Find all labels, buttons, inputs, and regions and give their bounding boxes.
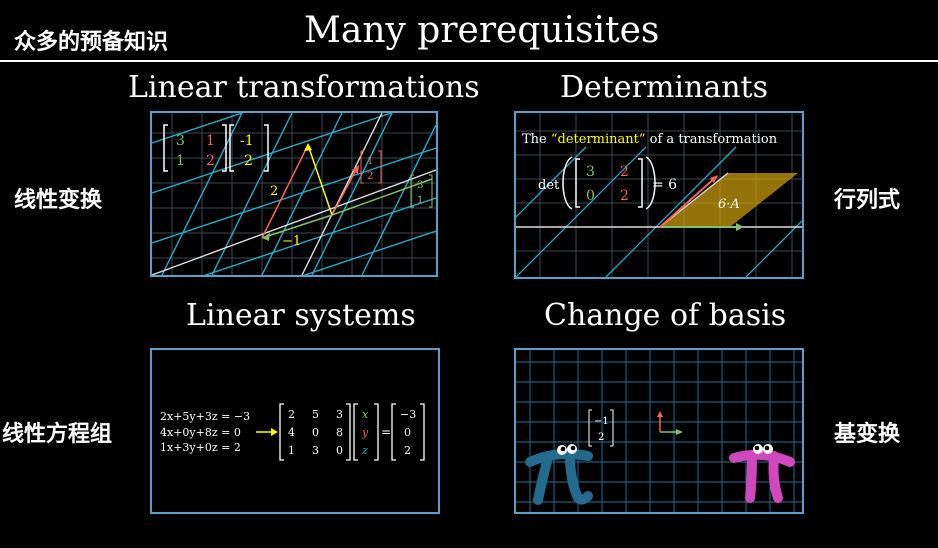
panel-label-determinants: Determinants [560, 70, 768, 105]
cn-label-linear-systems: 线性方程组 [2, 422, 113, 447]
lt-matrix-a21: 1 [176, 153, 185, 169]
panel-label-change-of-basis: Change of basis [544, 298, 787, 333]
change-of-basis-figure: −1 2 [516, 350, 802, 512]
lt-matrix-a22: 2 [206, 153, 215, 169]
panel-linear-transformations: 3 1 1 2 -1 2 1 2 3 1 2 −1 [150, 111, 438, 277]
sys-matrix-a33: 0 [336, 444, 343, 457]
linear-transformation-figure: 3 1 1 2 -1 2 1 2 3 1 2 −1 [152, 113, 436, 275]
lt-scale-label-neg1: −1 [282, 234, 301, 249]
sys-matrix-a12: 5 [312, 408, 319, 421]
det-area-label: 6·A [718, 197, 740, 212]
panel-determinants: The “determinant” of a transformation de… [514, 111, 804, 279]
det-caption: The “determinant” of a transformation [522, 132, 778, 147]
lt-red-vector-y: 2 [367, 171, 373, 182]
det-equals: = 6 [652, 177, 677, 193]
cn-label-determinants: 行列式 [834, 188, 901, 213]
equation-1: 2x+5y+3z = −3 [160, 410, 250, 423]
sys-matrix-a32: 3 [312, 444, 319, 457]
det-matrix-a12: 2 [620, 164, 629, 180]
lt-matrix-a12: 1 [206, 133, 215, 149]
pi-creature-pink [729, 444, 795, 503]
lt-matrix-a11: 3 [176, 133, 185, 149]
equation-3: 1x+3y+0z = 2 [160, 441, 241, 454]
lt-scale-label-2: 2 [270, 184, 278, 199]
sys-matrix-a21: 4 [288, 426, 295, 439]
det-caption-prefix: The [522, 132, 551, 147]
determinant-figure: The “determinant” of a transformation de… [516, 113, 802, 277]
page-title: Many prerequisites [304, 10, 660, 51]
cob-vector-y: 2 [598, 432, 604, 443]
det-matrix-a11: 3 [586, 164, 595, 180]
sys-var-z: z [361, 444, 368, 457]
cob-vector-x: −1 [594, 416, 609, 427]
sys-matrix-a31: 1 [288, 444, 295, 457]
panel-label-linear-transformations: Linear transformations [128, 70, 480, 105]
sys-matrix-a13: 3 [336, 408, 343, 421]
equation-2: 4x+0y+8z = 0 [160, 426, 241, 439]
cn-label-change-of-basis: 基变换 [834, 422, 901, 447]
cn-label-linear-transformations: 线性变换 [14, 188, 103, 213]
sys-rhs-3: 2 [404, 444, 411, 457]
panel-label-linear-systems: Linear systems [186, 298, 416, 333]
sys-matrix-a11: 2 [288, 408, 295, 421]
chinese-title: 众多的预备知识 [14, 30, 169, 55]
panel-change-of-basis: −1 2 [514, 348, 804, 514]
sys-rhs-1: −3 [400, 408, 416, 421]
sys-matrix-a23: 8 [336, 426, 343, 439]
panel-linear-systems: 2x+5y+3z = −3 4x+0y+8z = 0 1x+3y+0z = 2 … [150, 348, 440, 514]
lt-green-vector-y: 1 [417, 195, 423, 206]
det-caption-highlight: “determinant” [551, 132, 646, 147]
lt-vector-y: 2 [244, 153, 253, 169]
det-matrix-a21: 0 [586, 188, 595, 204]
det-caption-suffix: of a transformation [646, 132, 778, 147]
lt-red-vector-x: 1 [367, 156, 373, 167]
det-word: det [538, 178, 560, 193]
sys-matrix-a22: 0 [312, 426, 319, 439]
sys-equals: = [381, 425, 391, 439]
sys-var-x: x [362, 408, 369, 421]
sys-var-y: y [361, 426, 369, 439]
header-divider [0, 60, 938, 62]
pi-creature-blue [525, 444, 593, 505]
lt-green-vector-x: 3 [417, 180, 423, 191]
linear-systems-figure: 2x+5y+3z = −3 4x+0y+8z = 0 1x+3y+0z = 2 … [160, 403, 425, 461]
lt-vector-x: -1 [240, 133, 254, 149]
sys-rhs-2: 0 [404, 426, 411, 439]
det-matrix-a22: 2 [620, 188, 629, 204]
